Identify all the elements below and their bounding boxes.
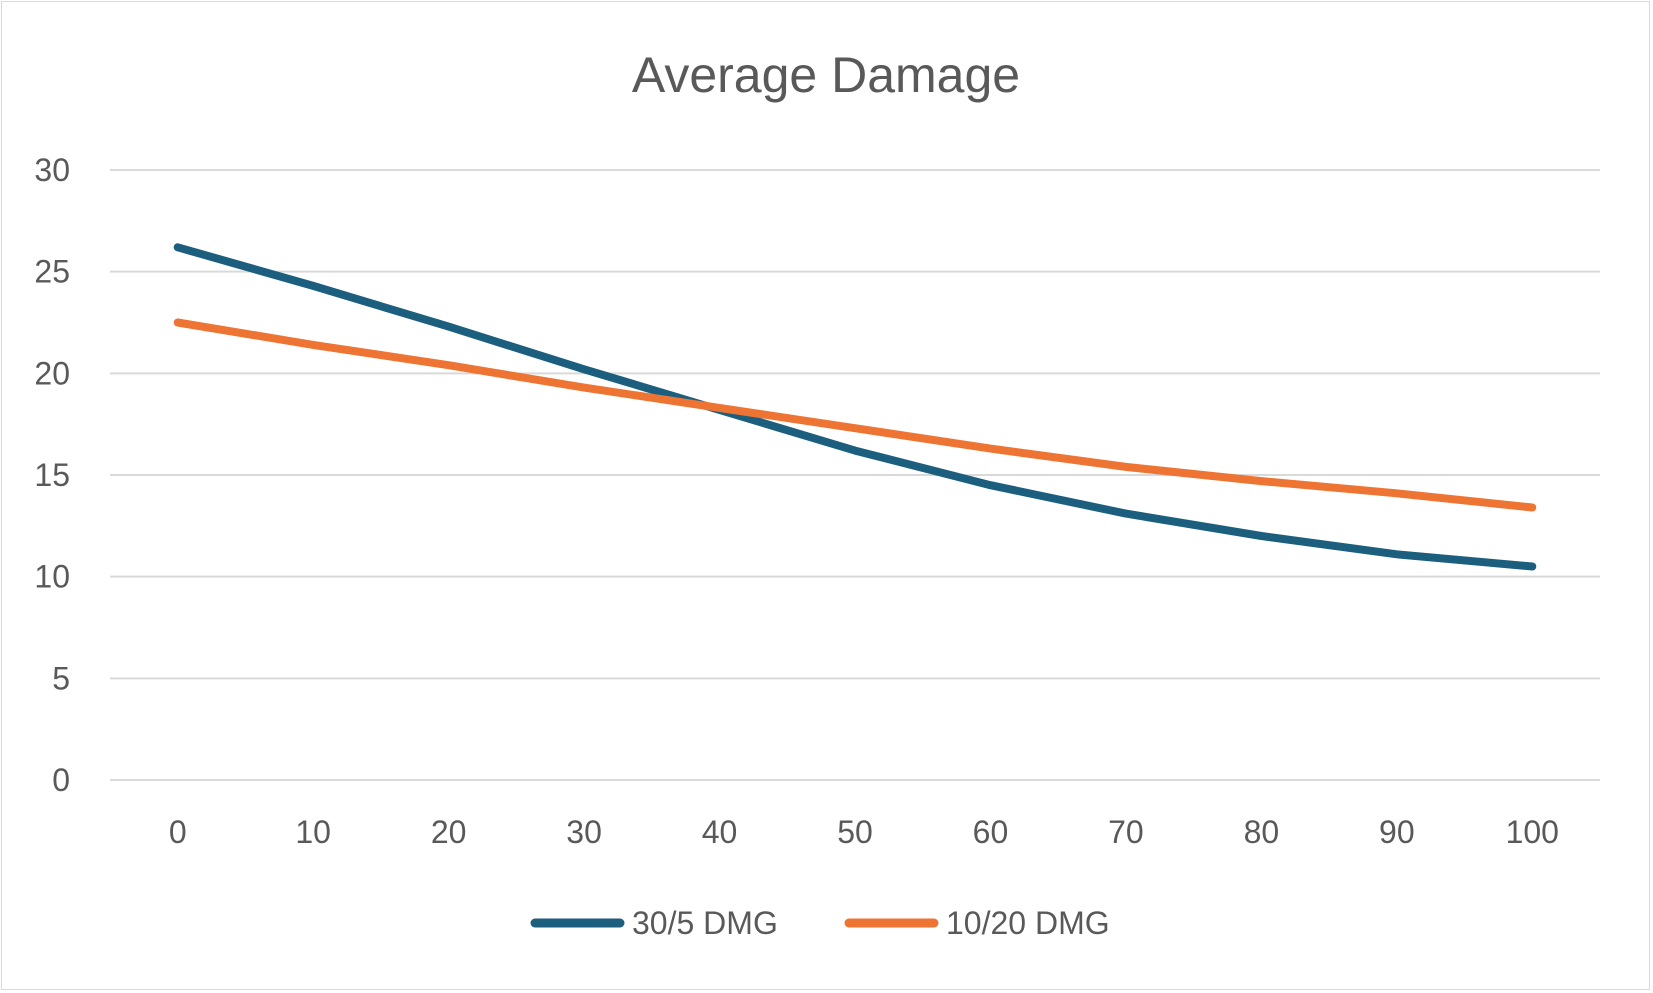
legend: 30/5 DMG 10/20 DMG bbox=[530, 905, 1110, 941]
series-line-1 bbox=[173, 318, 1537, 512]
x-tick-label: 80 bbox=[1244, 814, 1280, 850]
y-tick-label: 30 bbox=[34, 152, 70, 188]
x-tick-label: 50 bbox=[837, 814, 873, 850]
x-tick-label: 30 bbox=[566, 814, 602, 850]
chart-title: Average Damage bbox=[632, 47, 1020, 103]
gridlines bbox=[110, 169, 1600, 781]
x-tick-label: 70 bbox=[1108, 814, 1144, 850]
legend-label-1: 10/20 DMG bbox=[946, 905, 1110, 941]
x-axis-ticks: 0 10 20 30 40 50 60 70 80 90 100 bbox=[169, 814, 1559, 850]
y-axis-ticks: 0 5 10 15 20 25 30 bbox=[34, 152, 70, 798]
x-tick-label: 20 bbox=[431, 814, 467, 850]
x-tick-label: 100 bbox=[1506, 814, 1559, 850]
series-lines bbox=[173, 243, 1537, 571]
y-tick-label: 0 bbox=[52, 762, 70, 798]
x-tick-label: 40 bbox=[702, 814, 738, 850]
x-tick-label: 0 bbox=[169, 814, 187, 850]
x-tick-label: 10 bbox=[295, 814, 331, 850]
x-tick-label: 60 bbox=[973, 814, 1009, 850]
series-line-0 bbox=[173, 243, 1537, 571]
y-tick-label: 25 bbox=[34, 254, 70, 290]
y-tick-label: 20 bbox=[34, 355, 70, 391]
x-tick-label: 90 bbox=[1379, 814, 1415, 850]
legend-label-0: 30/5 DMG bbox=[632, 905, 778, 941]
y-tick-label: 5 bbox=[52, 660, 70, 696]
y-tick-label: 15 bbox=[34, 457, 70, 493]
y-tick-label: 10 bbox=[34, 559, 70, 595]
